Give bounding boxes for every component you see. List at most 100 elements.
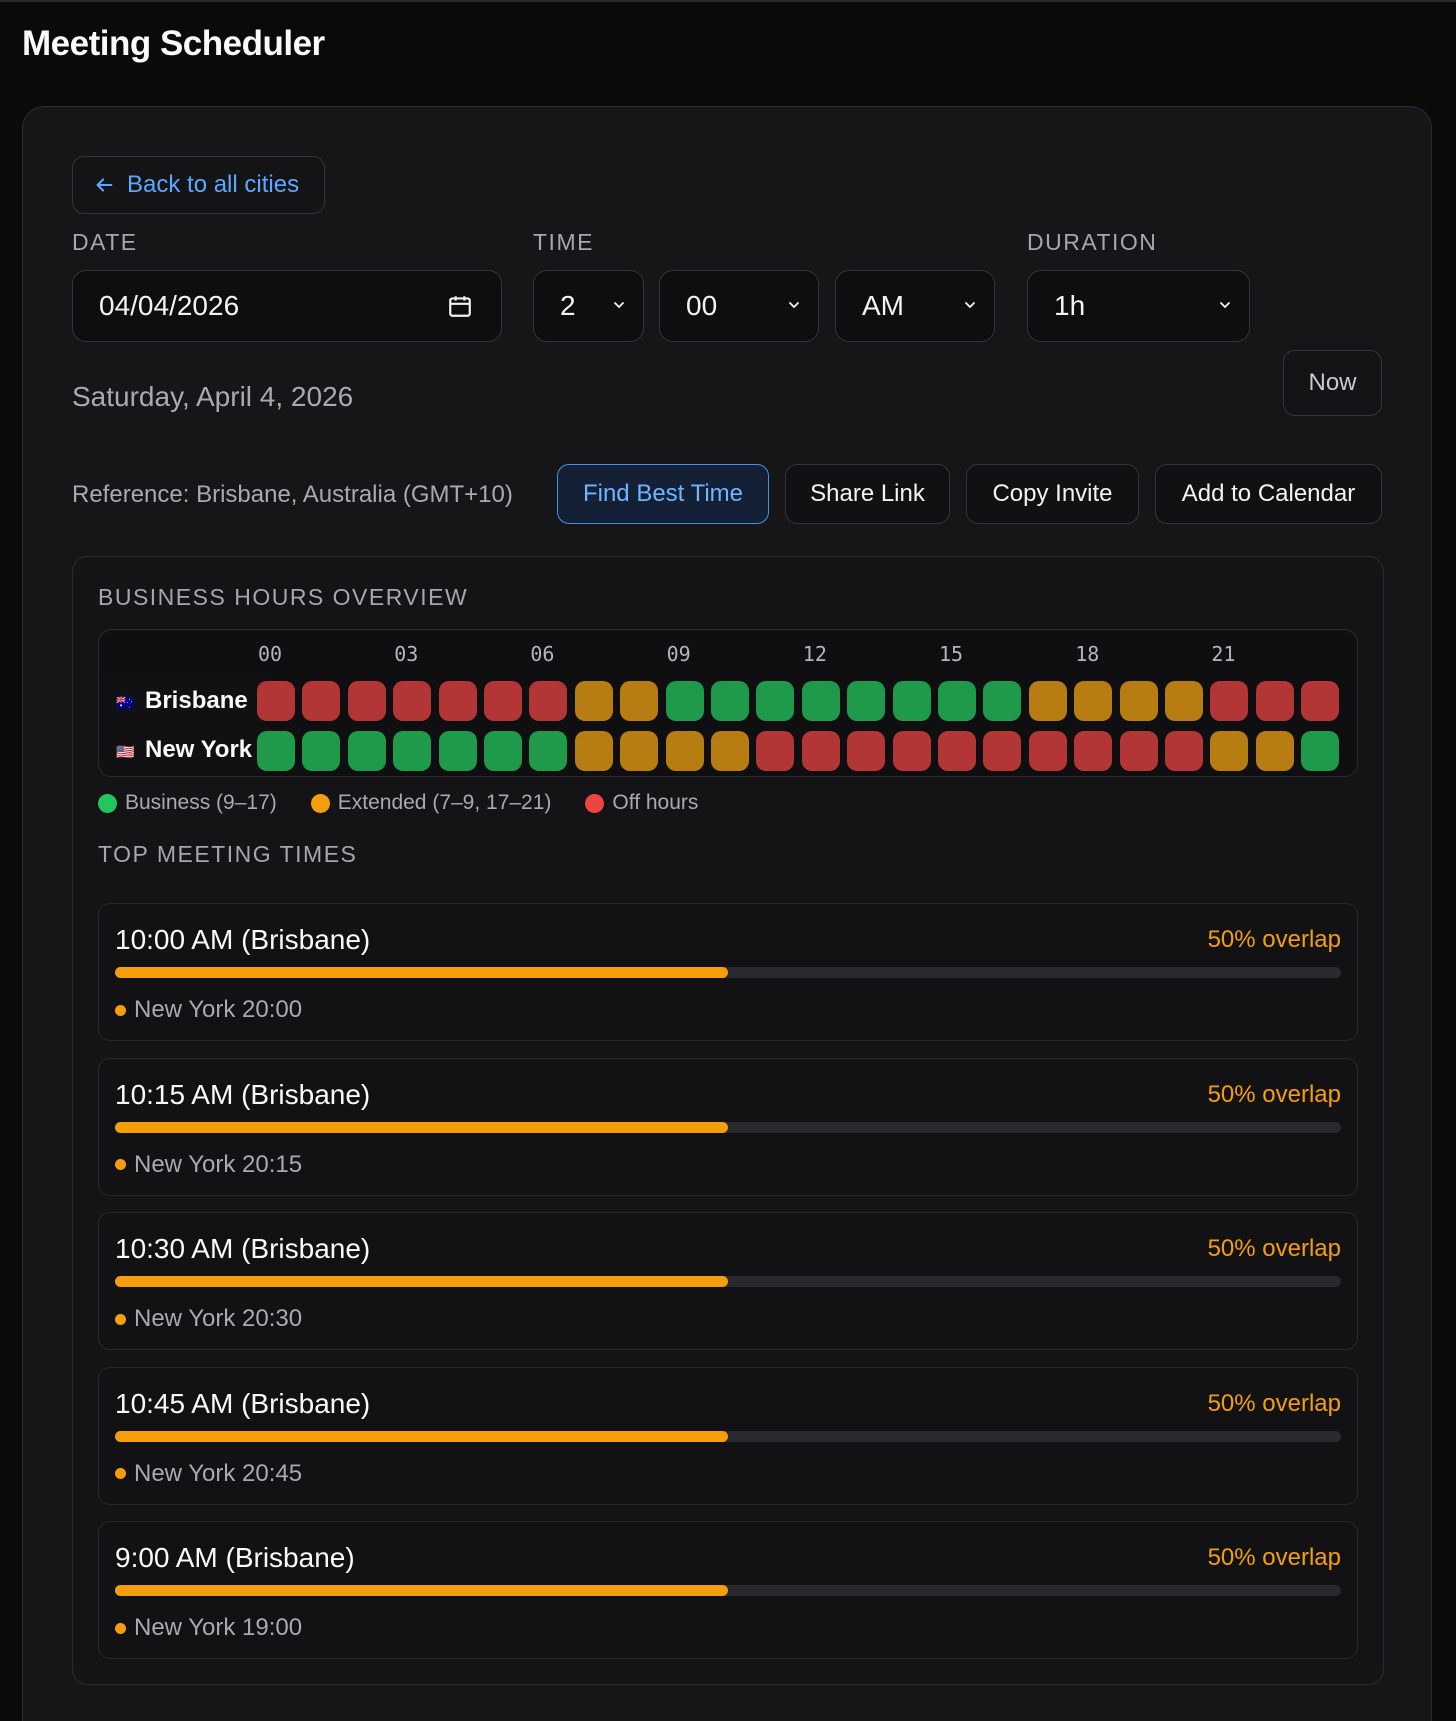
hour-cell-new-york-12[interactable] xyxy=(801,731,840,771)
hour-cell-brisbane-11[interactable] xyxy=(756,681,795,721)
hour-cell-new-york-0[interactable] xyxy=(257,731,295,771)
overlap-track xyxy=(115,1585,1341,1596)
ampm-select[interactable]: AM xyxy=(835,270,995,342)
hour-cell-new-york-20[interactable] xyxy=(1165,731,1203,771)
hour-cell-new-york-3[interactable] xyxy=(393,731,432,771)
share-link-button[interactable]: Share Link xyxy=(785,464,950,524)
minute-value: 00 xyxy=(686,290,718,321)
city-name: Brisbane xyxy=(145,687,248,714)
hour-cell-new-york-13[interactable] xyxy=(847,731,886,771)
hour-cell-brisbane-1[interactable] xyxy=(302,681,341,721)
hour-cell-brisbane-8[interactable] xyxy=(620,681,659,721)
hour-cell-brisbane-13[interactable] xyxy=(847,681,886,721)
legend-label: Business (9–17) xyxy=(125,791,277,814)
overlap-percent: 50% overlap xyxy=(1207,926,1341,953)
add-to-calendar-button[interactable]: Add to Calendar xyxy=(1155,464,1382,524)
hour-cell-brisbane-12[interactable] xyxy=(801,681,840,721)
meeting-time-card[interactable]: 9:00 AM (Brisbane) 50% overlap New York 19… xyxy=(98,1521,1358,1659)
hour-cell-brisbane-17[interactable] xyxy=(1028,681,1067,721)
find-best-time-button[interactable]: Find Best Time xyxy=(557,464,769,524)
flag-usa-icon: 🇺🇸 xyxy=(116,744,135,761)
page-title: Meeting Scheduler xyxy=(22,24,325,63)
hour-tick-label: 12 xyxy=(802,642,827,666)
hour-cell-new-york-9[interactable] xyxy=(665,731,704,771)
duration-value: 1h xyxy=(1054,290,1086,321)
hour-cell-new-york-14[interactable] xyxy=(892,731,931,771)
back-to-cities-button[interactable]: Back to all cities xyxy=(72,156,325,214)
hour-cell-brisbane-23[interactable] xyxy=(1301,681,1340,721)
hour-select[interactable]: 2 xyxy=(533,270,644,342)
minute-select[interactable]: 00 xyxy=(659,270,819,342)
hour-cell-brisbane-22[interactable] xyxy=(1255,681,1294,721)
hour-cell-brisbane-5[interactable] xyxy=(484,681,522,721)
amber-dot-icon xyxy=(310,793,330,813)
hour-cell-brisbane-14[interactable] xyxy=(892,681,931,721)
hour-cell-new-york-19[interactable] xyxy=(1119,731,1158,771)
legend-item-extended: Extended (7–9, 17–21) xyxy=(310,791,551,815)
chevron-down-icon xyxy=(965,302,975,309)
now-button[interactable]: Now xyxy=(1283,350,1382,416)
hour-cell-new-york-2[interactable] xyxy=(347,731,386,771)
hour-cell-brisbane-7[interactable] xyxy=(574,681,613,721)
hour-cell-new-york-8[interactable] xyxy=(620,731,659,771)
hours-legend: Business (9–17) Extended (7–9, 17–21) Of… xyxy=(98,791,698,815)
city-time-text: New York 19:00 xyxy=(134,1614,303,1641)
hour-cell-new-york-22[interactable] xyxy=(1255,731,1294,771)
legend-item-off: Off hours xyxy=(585,791,698,815)
scheduler-panel: Back to all cities DATE TIME DURATION 04… xyxy=(22,106,1432,1721)
legend-item-business: Business (9–17) xyxy=(98,791,277,815)
hour-tick-label: 03 xyxy=(394,642,419,666)
duration-select[interactable]: 1h xyxy=(1027,270,1250,342)
hour-cell-brisbane-16[interactable] xyxy=(983,681,1022,721)
time-label: TIME xyxy=(533,229,594,255)
overlap-bar xyxy=(115,1430,728,1442)
hour-cell-new-york-7[interactable] xyxy=(574,731,613,771)
chevron-down-icon xyxy=(1220,302,1230,309)
city-time-text: New York 20:15 xyxy=(134,1150,303,1178)
hour-cell-new-york-4[interactable] xyxy=(438,731,477,771)
hour-cell-brisbane-0[interactable] xyxy=(257,681,295,721)
hour-cell-new-york-5[interactable] xyxy=(484,731,522,771)
hour-cell-new-york-16[interactable] xyxy=(983,731,1022,771)
hour-cell-brisbane-19[interactable] xyxy=(1119,681,1158,721)
city-name: New York xyxy=(145,736,253,763)
hour-cell-brisbane-4[interactable] xyxy=(438,681,477,721)
city-time-text: New York 20:00 xyxy=(134,996,303,1023)
date-input[interactable]: 04/04/2026 xyxy=(72,270,502,342)
hour-cell-brisbane-21[interactable] xyxy=(1210,681,1249,721)
copy-invite-button[interactable]: Copy Invite xyxy=(966,464,1139,524)
hour-tick-label: 15 xyxy=(939,642,964,666)
hour-cell-new-york-23[interactable] xyxy=(1301,731,1340,771)
hour-cell-new-york-1[interactable] xyxy=(302,731,341,771)
hour-cell-new-york-6[interactable] xyxy=(529,731,568,771)
hour-cell-brisbane-9[interactable] xyxy=(665,681,704,721)
hour-cell-brisbane-2[interactable] xyxy=(347,681,386,721)
meeting-time: 9:00 AM (Brisbane) xyxy=(115,1542,355,1573)
meeting-time-card[interactable]: 10:30 AM (Brisbane) 50% overlap New York 2… xyxy=(98,1212,1358,1350)
meeting-time-card[interactable]: 10:45 AM (Brisbane) 50% overlap New York 2… xyxy=(98,1366,1358,1505)
date-value: 04/04/2026 xyxy=(99,290,240,321)
city-label-new-york: 🇺🇸 New York xyxy=(102,727,270,773)
city-time-detail: New York 20:45 xyxy=(115,1460,302,1488)
hour-cell-brisbane-3[interactable] xyxy=(393,681,432,721)
green-dot-icon xyxy=(98,793,117,813)
hour-cell-new-york-21[interactable] xyxy=(1210,731,1249,771)
meeting-time-card[interactable]: 10:00 AM (Brisbane) 50% overlap New York 2… xyxy=(98,903,1358,1041)
hour-cell-new-york-10[interactable] xyxy=(711,731,749,771)
hour-tick-label: 06 xyxy=(530,642,555,666)
city-time-detail: New York 20:00 xyxy=(115,996,302,1024)
hour-cell-new-york-15[interactable] xyxy=(938,731,976,771)
hour-cell-new-york-17[interactable] xyxy=(1028,731,1067,771)
business-hours-overview: BUSINESS HOURS OVERVIEW 🇦🇺 Brisbane 🇺🇸 N… xyxy=(72,556,1384,1685)
hour-cell-brisbane-6[interactable] xyxy=(529,681,568,721)
hour-cell-brisbane-10[interactable] xyxy=(711,681,749,721)
hour-cell-brisbane-18[interactable] xyxy=(1074,681,1113,721)
overlap-percent: 50% overlap xyxy=(1207,1080,1341,1108)
hour-cell-new-york-11[interactable] xyxy=(756,731,795,771)
amber-dot-icon xyxy=(115,1159,126,1170)
hour-cell-new-york-18[interactable] xyxy=(1074,731,1113,771)
hour-cell-brisbane-20[interactable] xyxy=(1165,681,1203,721)
meeting-time-card[interactable]: 10:15 AM (Brisbane) 50% overlap New York 2… xyxy=(98,1057,1358,1196)
hour-cell-brisbane-15[interactable] xyxy=(938,681,976,721)
calendar-icon[interactable] xyxy=(447,293,473,319)
